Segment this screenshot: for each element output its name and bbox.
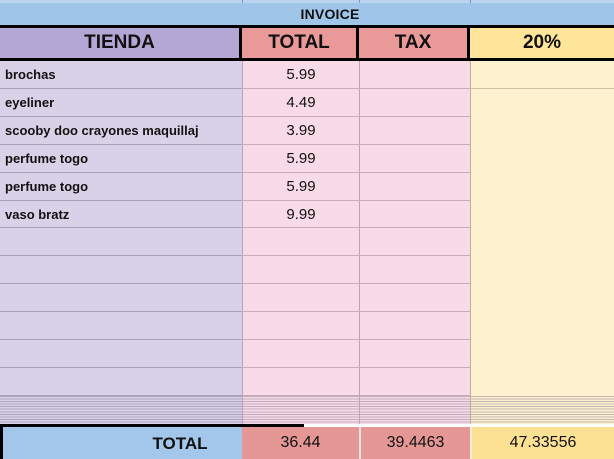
footer-20pct-value[interactable]: 47.33556 xyxy=(470,427,614,459)
header-row: TIENDA TOTAL TAX 20% xyxy=(0,28,614,61)
cell-item-20pct[interactable] xyxy=(470,61,614,89)
cell-empty[interactable] xyxy=(0,284,242,313)
collapsed-cells[interactable] xyxy=(359,396,470,424)
empty-row xyxy=(0,368,614,396)
cell-item-20pct[interactable] xyxy=(470,116,614,145)
cell-empty[interactable] xyxy=(359,312,470,341)
footer-total-label: TOTAL xyxy=(152,433,208,453)
cell-sliver xyxy=(0,0,242,3)
empty-row xyxy=(0,284,614,313)
cell-item-20pct[interactable] xyxy=(470,200,614,229)
cell-item-tax[interactable] xyxy=(359,61,470,89)
cell-empty[interactable] xyxy=(242,284,359,313)
cell-item-name[interactable]: perfume togo xyxy=(0,144,242,173)
cell-empty[interactable] xyxy=(0,228,242,257)
empty-row xyxy=(0,340,614,369)
item-row: eyeliner 4.49 xyxy=(0,88,614,117)
item-row: perfume togo 5.99 xyxy=(0,144,614,173)
cell-empty[interactable] xyxy=(242,228,359,257)
cell-empty[interactable] xyxy=(470,312,614,341)
cell-empty[interactable] xyxy=(470,256,614,285)
empty-row xyxy=(0,228,614,257)
cell-empty[interactable] xyxy=(359,368,470,396)
header-total[interactable]: TOTAL xyxy=(242,28,359,61)
header-20pct[interactable]: 20% xyxy=(470,28,614,61)
empty-row xyxy=(0,312,614,341)
cell-sliver xyxy=(359,0,470,3)
cell-item-name[interactable]: vaso bratz xyxy=(0,200,242,229)
header-tienda[interactable]: TIENDA xyxy=(0,28,242,61)
cell-item-name[interactable]: eyeliner xyxy=(0,88,242,117)
item-row: vaso bratz 9.99 xyxy=(0,200,614,229)
cell-empty[interactable] xyxy=(359,256,470,285)
data-rows: brochas 5.99 eyeliner 4.49 scooby doo cr… xyxy=(0,61,614,396)
cell-item-20pct[interactable] xyxy=(470,144,614,173)
cell-empty[interactable] xyxy=(0,340,242,369)
cell-item-20pct[interactable] xyxy=(470,88,614,117)
cell-empty[interactable] xyxy=(0,312,242,341)
cell-item-tax[interactable] xyxy=(359,144,470,173)
cell-item-total[interactable]: 9.99 xyxy=(242,200,359,229)
cell-item-total[interactable]: 3.99 xyxy=(242,116,359,145)
item-row: scooby doo crayones maquillaj 3.99 xyxy=(0,116,614,145)
item-row: perfume togo 5.99 xyxy=(0,172,614,201)
collapsed-cells[interactable] xyxy=(470,396,614,424)
partial-row-above xyxy=(0,0,614,3)
cell-empty[interactable] xyxy=(242,368,359,396)
cell-sliver xyxy=(242,0,359,3)
cell-item-total[interactable]: 5.99 xyxy=(242,172,359,201)
empty-row xyxy=(0,256,614,285)
invoice-title: INVOICE xyxy=(300,6,360,22)
cell-empty[interactable] xyxy=(0,368,242,396)
cell-item-total[interactable]: 5.99 xyxy=(242,144,359,173)
cell-empty[interactable] xyxy=(470,340,614,369)
footer-total-value[interactable]: 36.44 xyxy=(242,427,359,459)
cell-empty[interactable] xyxy=(242,340,359,369)
header-tax[interactable]: TAX xyxy=(359,28,470,61)
cell-item-total[interactable]: 5.99 xyxy=(242,61,359,89)
cell-empty[interactable] xyxy=(242,256,359,285)
cell-item-20pct[interactable] xyxy=(470,172,614,201)
cell-empty[interactable] xyxy=(470,368,614,396)
cell-item-name[interactable]: perfume togo xyxy=(0,172,242,201)
cell-sliver xyxy=(470,0,614,3)
cell-empty[interactable] xyxy=(242,312,359,341)
cell-item-tax[interactable] xyxy=(359,116,470,145)
cell-item-name[interactable]: brochas xyxy=(0,61,242,89)
cell-item-tax[interactable] xyxy=(359,88,470,117)
cell-item-tax[interactable] xyxy=(359,200,470,229)
cell-item-tax[interactable] xyxy=(359,172,470,201)
collapsed-rows-band xyxy=(0,396,614,424)
cell-item-name[interactable]: scooby doo crayones maquillaj xyxy=(0,116,242,145)
cell-empty[interactable] xyxy=(0,256,242,285)
cell-empty[interactable] xyxy=(470,284,614,313)
footer-tax-value[interactable]: 39.4463 xyxy=(359,427,470,459)
cell-empty[interactable] xyxy=(470,228,614,257)
collapsed-cells[interactable] xyxy=(0,396,242,424)
cell-empty[interactable] xyxy=(359,284,470,313)
collapsed-cells[interactable] xyxy=(242,396,359,424)
cell-item-total[interactable]: 4.49 xyxy=(242,88,359,117)
item-row: brochas 5.99 xyxy=(0,61,614,89)
cell-empty[interactable] xyxy=(359,228,470,257)
invoice-title-cell[interactable]: INVOICE xyxy=(0,3,614,28)
cell-empty[interactable] xyxy=(359,340,470,369)
total-row: TOTAL 36.44 39.4463 47.33556 xyxy=(0,424,614,459)
